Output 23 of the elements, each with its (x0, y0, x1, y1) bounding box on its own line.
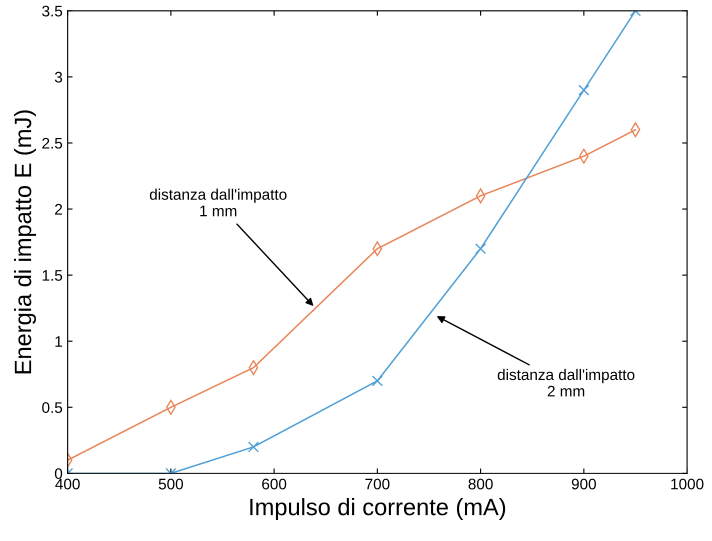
x-tick-label: 500 (158, 478, 184, 490)
annotation: distanza dall'impatto 1 mm (150, 188, 287, 216)
x-axis-title: Impulso di corrente (mA) (250, 498, 506, 520)
y-tick-label: 3.5 (42, 6, 62, 17)
point (578, 84, 590, 96)
y-tick-label: 0 (54, 468, 62, 480)
y-axis-title: Energia di impatto E (mJ) (14, 110, 36, 374)
y-tick-label: 0.5 (42, 402, 62, 413)
x-tick-label: 900 (572, 478, 596, 490)
x-tick-label: 1000 (671, 478, 704, 490)
x-tick-label: 600 (262, 478, 286, 490)
point (248, 441, 260, 452)
point (372, 375, 383, 386)
x-tick-label: 400 (55, 478, 80, 490)
y-tick-label: 2.5 (42, 138, 62, 149)
point (475, 243, 486, 254)
x-tick-label: 800 (468, 478, 493, 490)
y-tick-label: 1.5 (42, 270, 62, 281)
y-tick-label: 2 (55, 204, 62, 215)
annotation: distanza dall'impatto 2 mm (498, 368, 634, 396)
y-tick-label: 3 (54, 72, 62, 83)
y-tick-label: 1 (55, 336, 62, 347)
x-tick-label: 700 (365, 478, 390, 490)
